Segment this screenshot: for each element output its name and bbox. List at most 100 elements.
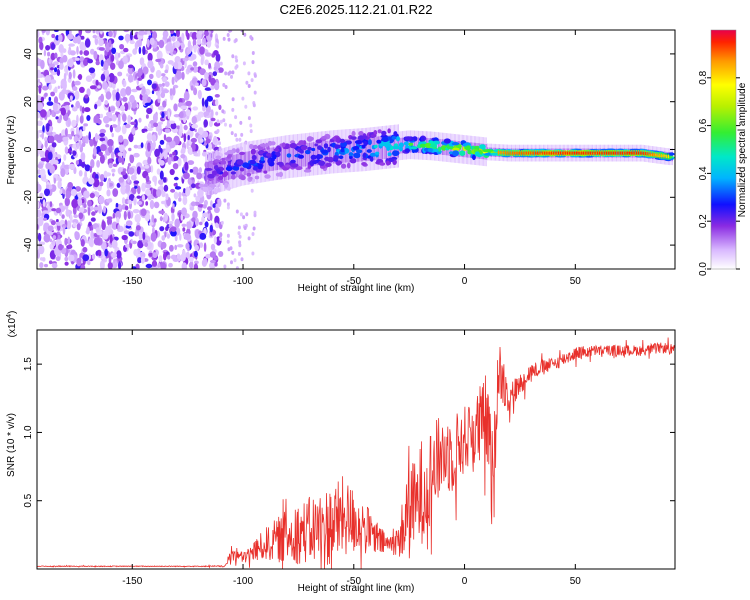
ridge-blob [315,139,323,144]
noise-blob [152,141,156,149]
noise-blob [198,183,205,188]
noise-blob [169,153,173,158]
noise-blob [174,40,181,48]
spectrogram-noise-region [37,30,258,269]
noise-blob [221,109,225,114]
ridge-core [513,151,515,155]
ridge-blob [253,144,258,150]
noise-blob [213,256,219,261]
noise-blob [204,99,209,108]
noise-blob [237,225,241,230]
noise-blob [67,236,71,245]
noise-blob [72,69,76,79]
ridge-blob [218,175,224,181]
noise-blob [111,239,118,249]
noise-blob [184,60,187,69]
noise-blob [93,237,101,246]
noise-blob [187,135,190,141]
noise-blob [124,33,131,43]
noise-blob [76,114,79,124]
noise-blob [151,83,157,89]
ridge-halo [471,142,473,158]
noise-blob [202,204,207,209]
noise-blob [253,90,257,95]
ridge-blob [420,136,425,142]
noise-blob [128,194,135,201]
ridge-core [593,151,595,155]
ridge-blob [341,163,347,169]
ridge-blob [387,128,391,134]
noise-blob [162,100,167,108]
noise-blob [97,250,102,257]
ridge-blob [321,149,328,154]
noise-blob [55,256,61,262]
noise-blob [144,164,150,169]
noise-blob [127,114,131,125]
ridge-blob [306,136,314,142]
ridge-halo [275,146,277,171]
noise-blob [206,95,213,102]
noise-blob [207,206,212,211]
noise-blob [137,77,143,81]
x-tick-label: 0 [462,276,468,287]
noise-blob [89,85,97,90]
noise-blob [231,107,235,112]
ridge-blob [314,143,318,147]
ridge-blob [478,154,482,158]
noise-blob [163,134,167,141]
noise-blob [203,37,206,45]
colorbar-tick-label: 0.2 [698,214,709,228]
noise-blob [213,146,220,152]
ridge-core [607,151,609,155]
noise-blob [88,67,96,74]
noise-blob [134,119,138,128]
noise-blob [63,101,71,106]
noise-blob [72,150,77,156]
noise-blob [176,125,181,130]
noise-blob [74,80,81,86]
noise-blob [217,67,224,73]
noise-blob [247,84,251,88]
noise-blob [216,44,219,49]
noise-blob [48,135,55,144]
noise-blob [159,226,165,232]
noise-blob [146,107,153,115]
ridge-halo [363,137,365,162]
noise-blob [145,184,152,189]
noise-blob [213,66,217,71]
noise-blob [45,45,51,51]
colorbar-label: Normalized spectral amplitude [737,82,748,217]
noise-blob [163,184,169,192]
ridge-core [543,151,546,155]
noise-blob [121,138,129,147]
ridge-halo [375,136,377,161]
ridge-halo [302,143,304,167]
noise-blob [158,255,163,263]
ridge-blob [240,175,246,181]
noise-blob [196,172,203,180]
noise-blob [95,227,100,233]
noise-blob [125,220,133,227]
noise-blob [42,199,46,208]
noise-blob [126,73,129,77]
noise-blob [40,157,48,162]
noise-blob [138,46,142,55]
noise-blob [108,224,112,232]
ridge-blob [656,152,665,156]
ridge-halo [293,144,294,168]
noise-blob [150,232,157,242]
noise-blob [49,238,53,243]
noise-blob [105,91,112,100]
noise-blob [157,105,165,111]
noise-blob [37,139,42,148]
noise-blob [244,104,248,109]
noise-blob [147,79,152,86]
noise-blob [205,138,211,144]
noise-blob [166,119,171,129]
noise-blob [156,189,162,197]
ridge-blob [490,152,501,156]
noise-blob [247,71,251,76]
noise-blob [226,239,230,244]
noise-blob [80,264,86,269]
noise-blob [137,68,143,77]
